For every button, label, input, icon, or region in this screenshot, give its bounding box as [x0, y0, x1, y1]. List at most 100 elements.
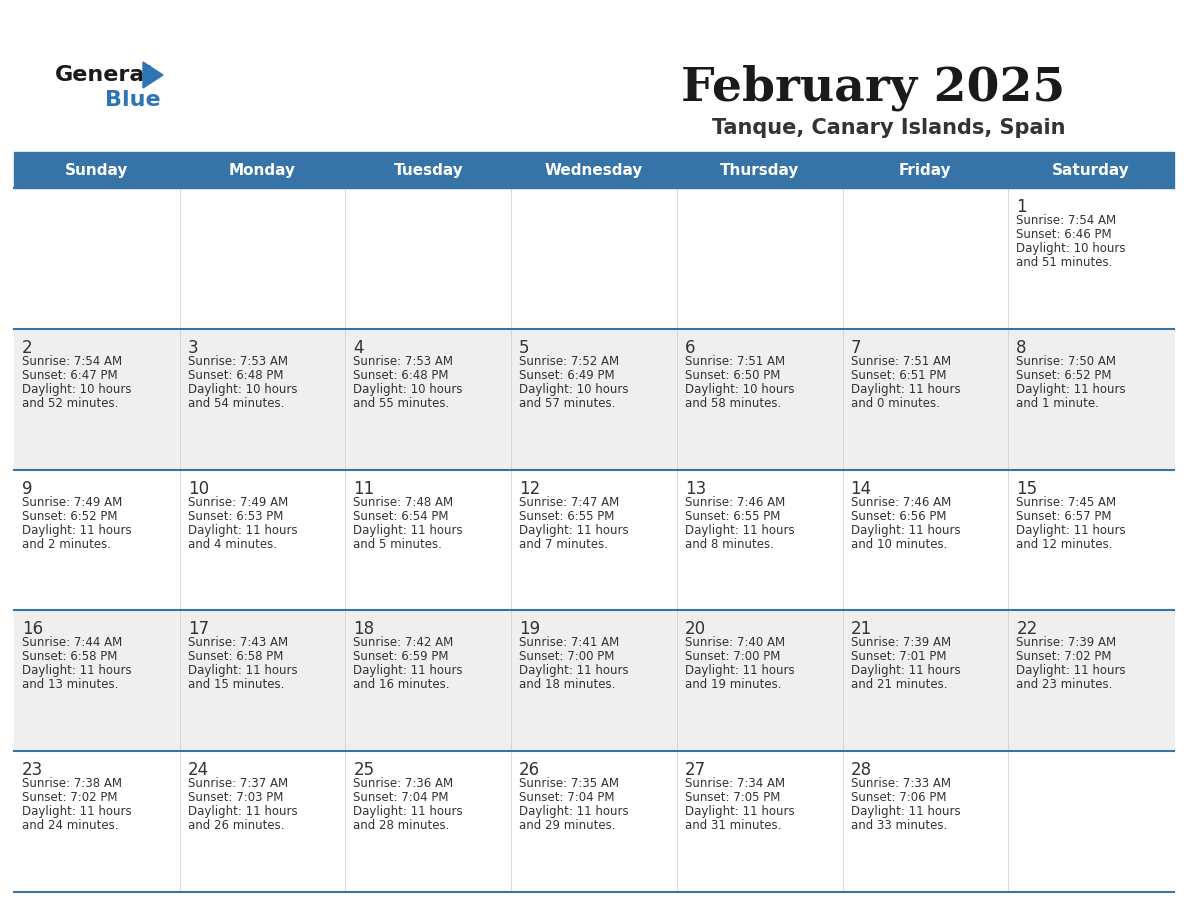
Text: and 23 minutes.: and 23 minutes.: [1016, 678, 1113, 691]
Text: Sunrise: 7:53 AM: Sunrise: 7:53 AM: [188, 354, 287, 368]
Text: and 58 minutes.: and 58 minutes.: [684, 397, 781, 409]
Text: Sunset: 6:51 PM: Sunset: 6:51 PM: [851, 369, 946, 382]
Text: and 2 minutes.: and 2 minutes.: [23, 538, 110, 551]
Text: Sunrise: 7:33 AM: Sunrise: 7:33 AM: [851, 778, 950, 790]
Text: Sunday: Sunday: [65, 162, 128, 177]
Text: Sunset: 7:05 PM: Sunset: 7:05 PM: [684, 791, 781, 804]
Text: Daylight: 11 hours: Daylight: 11 hours: [353, 805, 463, 818]
Text: Monday: Monday: [229, 162, 296, 177]
Text: Daylight: 11 hours: Daylight: 11 hours: [1016, 523, 1126, 537]
Text: 24: 24: [188, 761, 209, 779]
Text: Sunrise: 7:43 AM: Sunrise: 7:43 AM: [188, 636, 287, 649]
Text: and 31 minutes.: and 31 minutes.: [684, 819, 782, 833]
Text: Sunset: 7:00 PM: Sunset: 7:00 PM: [519, 650, 614, 664]
Bar: [14, 610, 1174, 751]
Text: Daylight: 10 hours: Daylight: 10 hours: [23, 383, 132, 396]
Text: Sunrise: 7:52 AM: Sunrise: 7:52 AM: [519, 354, 619, 368]
Text: and 52 minutes.: and 52 minutes.: [23, 397, 119, 409]
Text: and 1 minute.: and 1 minute.: [1016, 397, 1099, 409]
Text: 13: 13: [684, 479, 706, 498]
Text: and 21 minutes.: and 21 minutes.: [851, 678, 947, 691]
Text: 21: 21: [851, 621, 872, 638]
Text: 9: 9: [23, 479, 32, 498]
Text: Sunrise: 7:36 AM: Sunrise: 7:36 AM: [353, 778, 454, 790]
Text: and 24 minutes.: and 24 minutes.: [23, 819, 119, 833]
Text: Sunset: 6:49 PM: Sunset: 6:49 PM: [519, 369, 614, 382]
Text: Sunset: 7:02 PM: Sunset: 7:02 PM: [1016, 650, 1112, 664]
Text: 14: 14: [851, 479, 872, 498]
Text: Sunset: 6:48 PM: Sunset: 6:48 PM: [188, 369, 283, 382]
Text: February 2025: February 2025: [681, 65, 1064, 111]
Text: and 10 minutes.: and 10 minutes.: [851, 538, 947, 551]
Text: 23: 23: [23, 761, 43, 779]
Text: General: General: [55, 65, 153, 85]
Text: and 13 minutes.: and 13 minutes.: [23, 678, 119, 691]
Text: Daylight: 11 hours: Daylight: 11 hours: [684, 805, 795, 818]
Text: Daylight: 11 hours: Daylight: 11 hours: [23, 665, 132, 677]
Text: and 18 minutes.: and 18 minutes.: [519, 678, 615, 691]
Bar: [14, 329, 1174, 470]
Text: Daylight: 11 hours: Daylight: 11 hours: [188, 523, 297, 537]
Text: Sunset: 6:46 PM: Sunset: 6:46 PM: [1016, 228, 1112, 241]
Text: Sunrise: 7:39 AM: Sunrise: 7:39 AM: [851, 636, 950, 649]
Text: 22: 22: [1016, 621, 1037, 638]
Text: Sunset: 6:55 PM: Sunset: 6:55 PM: [684, 509, 781, 522]
Text: 18: 18: [353, 621, 374, 638]
Text: and 57 minutes.: and 57 minutes.: [519, 397, 615, 409]
Text: Daylight: 11 hours: Daylight: 11 hours: [684, 523, 795, 537]
Text: 2: 2: [23, 339, 32, 357]
Text: and 33 minutes.: and 33 minutes.: [851, 819, 947, 833]
Text: Blue: Blue: [105, 90, 160, 110]
Text: 17: 17: [188, 621, 209, 638]
Text: Sunrise: 7:50 AM: Sunrise: 7:50 AM: [1016, 354, 1117, 368]
Text: Sunset: 6:50 PM: Sunset: 6:50 PM: [684, 369, 781, 382]
Text: 28: 28: [851, 761, 872, 779]
Text: 1: 1: [1016, 198, 1026, 216]
Text: Daylight: 11 hours: Daylight: 11 hours: [851, 523, 960, 537]
Text: Daylight: 11 hours: Daylight: 11 hours: [684, 665, 795, 677]
Text: 8: 8: [1016, 339, 1026, 357]
Text: Daylight: 11 hours: Daylight: 11 hours: [519, 523, 628, 537]
Text: Sunset: 6:58 PM: Sunset: 6:58 PM: [23, 650, 118, 664]
Text: Sunrise: 7:54 AM: Sunrise: 7:54 AM: [23, 354, 122, 368]
Text: Sunrise: 7:40 AM: Sunrise: 7:40 AM: [684, 636, 785, 649]
Text: and 8 minutes.: and 8 minutes.: [684, 538, 773, 551]
Text: Sunrise: 7:45 AM: Sunrise: 7:45 AM: [1016, 496, 1117, 509]
Text: Daylight: 11 hours: Daylight: 11 hours: [188, 805, 297, 818]
Text: Sunset: 6:54 PM: Sunset: 6:54 PM: [353, 509, 449, 522]
Text: 4: 4: [353, 339, 364, 357]
Text: Sunrise: 7:49 AM: Sunrise: 7:49 AM: [23, 496, 122, 509]
Text: 10: 10: [188, 479, 209, 498]
Text: Daylight: 11 hours: Daylight: 11 hours: [23, 523, 132, 537]
Text: Sunrise: 7:46 AM: Sunrise: 7:46 AM: [851, 496, 950, 509]
Text: Sunset: 6:53 PM: Sunset: 6:53 PM: [188, 509, 283, 522]
Text: Sunset: 7:02 PM: Sunset: 7:02 PM: [23, 791, 118, 804]
Text: 27: 27: [684, 761, 706, 779]
Text: Sunset: 6:48 PM: Sunset: 6:48 PM: [353, 369, 449, 382]
Text: Sunrise: 7:42 AM: Sunrise: 7:42 AM: [353, 636, 454, 649]
Text: and 54 minutes.: and 54 minutes.: [188, 397, 284, 409]
Text: Sunrise: 7:48 AM: Sunrise: 7:48 AM: [353, 496, 454, 509]
Text: Sunrise: 7:34 AM: Sunrise: 7:34 AM: [684, 778, 785, 790]
Text: Sunrise: 7:41 AM: Sunrise: 7:41 AM: [519, 636, 619, 649]
Text: Daylight: 11 hours: Daylight: 11 hours: [851, 665, 960, 677]
Bar: [14, 751, 1174, 892]
Text: Sunrise: 7:53 AM: Sunrise: 7:53 AM: [353, 354, 454, 368]
Text: 25: 25: [353, 761, 374, 779]
Text: Daylight: 10 hours: Daylight: 10 hours: [519, 383, 628, 396]
Text: Sunrise: 7:51 AM: Sunrise: 7:51 AM: [851, 354, 950, 368]
Text: Daylight: 11 hours: Daylight: 11 hours: [519, 665, 628, 677]
Text: Sunrise: 7:44 AM: Sunrise: 7:44 AM: [23, 636, 122, 649]
Text: and 29 minutes.: and 29 minutes.: [519, 819, 615, 833]
Text: Thursday: Thursday: [720, 162, 800, 177]
Text: 15: 15: [1016, 479, 1037, 498]
Text: and 28 minutes.: and 28 minutes.: [353, 819, 450, 833]
Text: 6: 6: [684, 339, 695, 357]
Text: and 12 minutes.: and 12 minutes.: [1016, 538, 1113, 551]
Text: 20: 20: [684, 621, 706, 638]
Text: 26: 26: [519, 761, 541, 779]
Text: Sunset: 7:03 PM: Sunset: 7:03 PM: [188, 791, 283, 804]
Text: Tanque, Canary Islands, Spain: Tanque, Canary Islands, Spain: [712, 118, 1064, 138]
Text: Friday: Friday: [899, 162, 952, 177]
Text: Daylight: 10 hours: Daylight: 10 hours: [1016, 242, 1126, 255]
